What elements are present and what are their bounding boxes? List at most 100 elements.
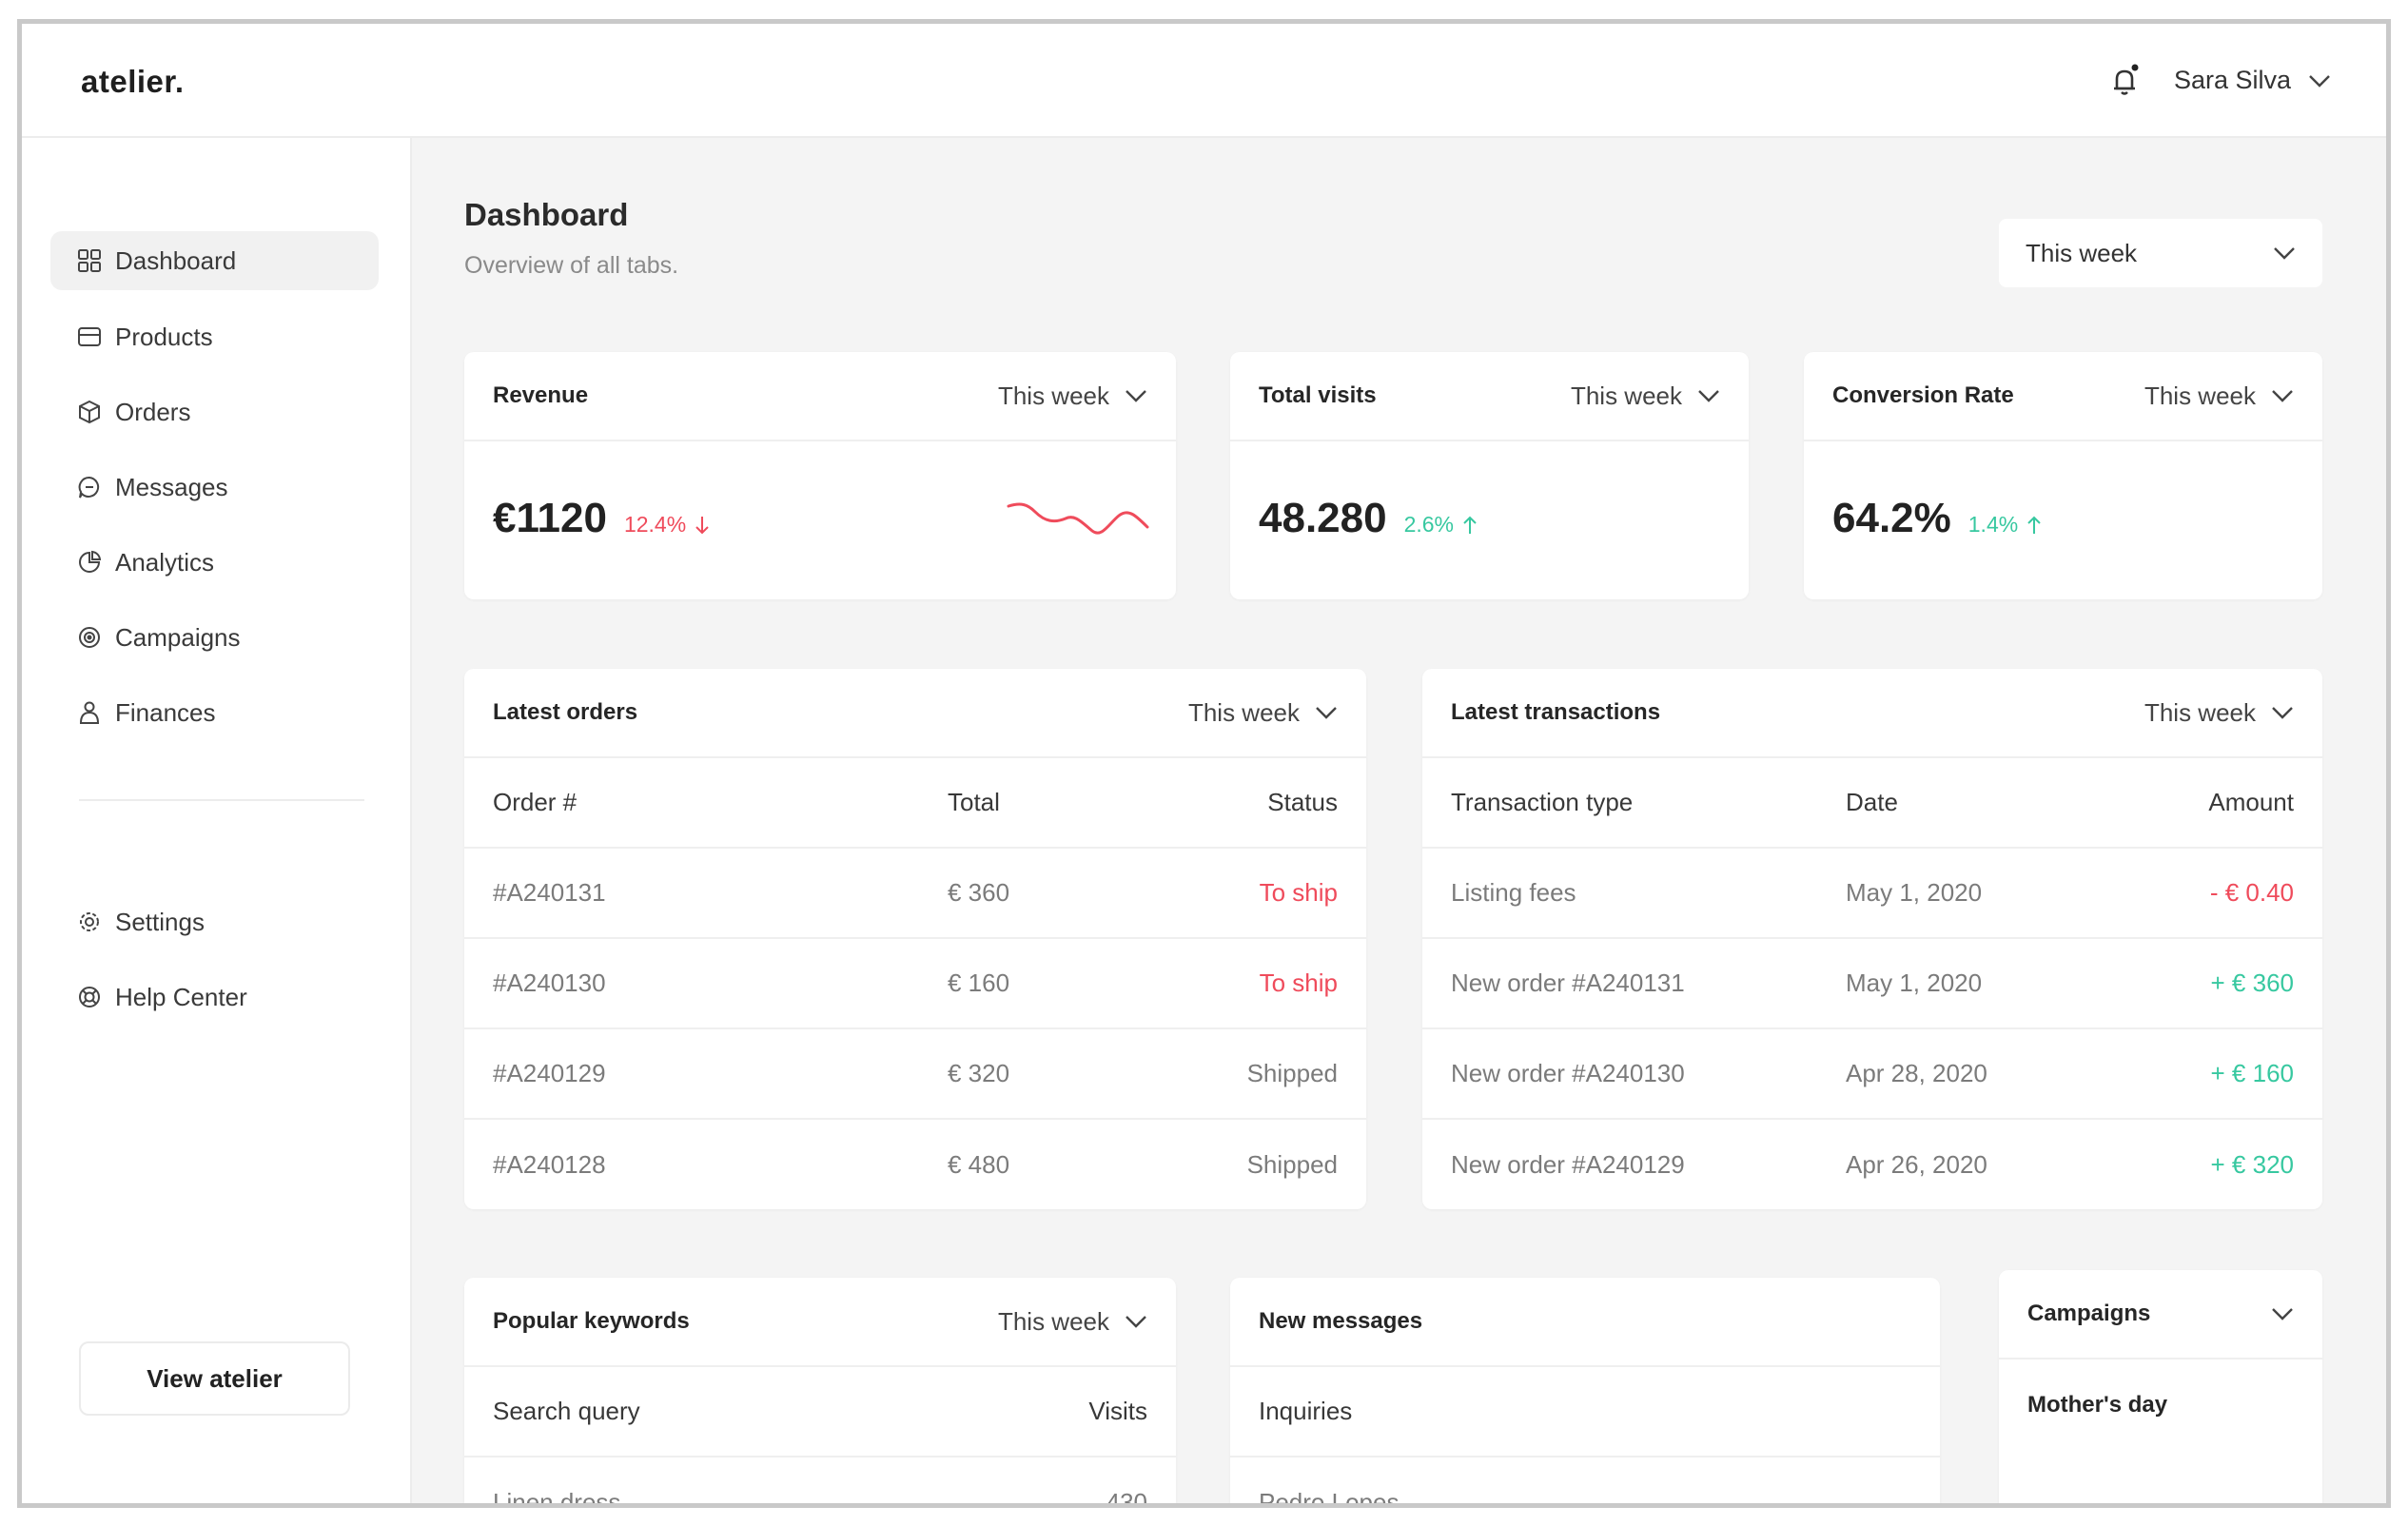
sidebar-item-analytics[interactable]: Analytics <box>50 533 379 592</box>
kpi-value: 64.2% <box>1832 495 1951 541</box>
sidebar-item-settings[interactable]: Settings <box>50 892 379 951</box>
top-bar: atelier. Sara Silva <box>22 24 2386 138</box>
period-label: This week <box>2144 381 2256 410</box>
sidebar-item-messages[interactable]: Messages <box>50 458 379 517</box>
kpi-change-value: 1.4% <box>1968 512 2019 537</box>
table-row[interactable]: #A240128 € 480 Shipped <box>464 1120 1366 1209</box>
period-dropdown[interactable]: This week <box>1571 382 1720 411</box>
table-row[interactable]: New order #A240129 Apr 26, 2020 + € 320 <box>1422 1120 2322 1209</box>
arrow-up-icon <box>2027 516 2041 534</box>
column-header[interactable]: Visits <box>1088 1397 1147 1425</box>
campaign-name: Mother's day <box>2027 1391 2168 1418</box>
card-title: Revenue <box>493 382 589 408</box>
table-row[interactable]: Listing fees May 1, 2020 - € 0.40 <box>1422 849 2322 939</box>
user-menu[interactable]: Sara Silva <box>2174 66 2331 95</box>
column-header[interactable]: Search query <box>493 1397 640 1425</box>
table-header-row: Inquiries <box>1230 1367 1940 1458</box>
period-label: This week <box>997 381 1109 410</box>
card-header: Popular keywords This week <box>464 1278 1176 1367</box>
cube-icon <box>79 400 100 424</box>
kpi-change: 1.4% <box>1968 512 2043 538</box>
card-title: Total visits <box>1259 382 1377 408</box>
revenue-card: Revenue This week €1120 12.4% <box>464 352 1176 599</box>
list-item[interactable]: Mother's day <box>1999 1360 2322 1450</box>
view-atelier-button[interactable]: View atelier <box>79 1341 350 1416</box>
query-visits: 430 <box>1106 1488 1147 1508</box>
logo[interactable]: atelier. <box>81 64 185 99</box>
order-status: Shipped <box>1246 1150 1338 1179</box>
notification-bell-icon[interactable] <box>2105 62 2144 100</box>
sidebar-item-orders[interactable]: Orders <box>50 382 379 441</box>
column-header[interactable]: Order # <box>493 788 578 816</box>
chevron-down-icon <box>1698 390 1719 402</box>
popular-keywords-card: Popular keywords This week Search query … <box>464 1278 1176 1508</box>
column-header[interactable]: Status <box>1267 788 1338 816</box>
chevron-down-icon[interactable] <box>2271 1307 2294 1321</box>
sidebar-item-dashboard[interactable]: Dashboard <box>50 231 379 290</box>
period-dropdown-value: This week <box>2026 238 2138 267</box>
app-window: atelier. Sara Silva Dashboard Products O… <box>17 19 2391 1508</box>
card-header[interactable]: Campaigns <box>1999 1270 2322 1360</box>
search-query: Linen dress <box>493 1488 621 1508</box>
kpi: 64.2% 1.4% <box>1832 495 2043 542</box>
transaction-type: New order #A240131 <box>1451 968 1685 997</box>
table-row[interactable]: #A240131 € 360 To ship <box>464 849 1366 939</box>
order-status: Shipped <box>1246 1059 1338 1087</box>
transaction-amount: + € 160 <box>2210 1059 2294 1087</box>
card-title: Campaigns <box>2027 1301 2151 1326</box>
sidebar-item-campaigns[interactable]: Campaigns <box>50 608 379 667</box>
sidebar-item-finances[interactable]: Finances <box>50 683 379 742</box>
period-dropdown[interactable]: This week <box>1188 698 1338 728</box>
order-status: To ship <box>1259 968 1338 997</box>
sidebar-item-label: Messages <box>115 472 228 501</box>
chevron-down-icon <box>1316 707 1337 719</box>
transaction-date: Apr 28, 2020 <box>1846 1059 1987 1087</box>
table-header-row: Transaction type Date Amount <box>1422 758 2322 849</box>
period-dropdown[interactable]: This week <box>2144 698 2294 728</box>
period-label: This week <box>2144 697 2256 727</box>
total-visits-card: Total visits This week 48.280 2.6% <box>1230 352 1749 599</box>
sidebar-item-label: Finances <box>115 697 216 727</box>
table-row[interactable]: #A240129 € 320 Shipped <box>464 1029 1366 1120</box>
pie-icon <box>79 550 102 573</box>
column-header[interactable]: Amount <box>2208 788 2294 816</box>
latest-orders-card: Latest orders This week Order # Total St… <box>464 669 1366 1209</box>
column-header[interactable]: Transaction type <box>1451 788 1634 816</box>
table-row[interactable]: #A240130 € 160 To ship <box>464 939 1366 1029</box>
card-header: Latest orders This week <box>464 669 1366 758</box>
person-icon <box>79 701 100 724</box>
order-total: € 320 <box>948 1059 1010 1087</box>
grid-icon <box>78 249 101 272</box>
table-row[interactable]: Linen dress 430 <box>464 1458 1176 1508</box>
transaction-amount: + € 320 <box>2210 1150 2294 1179</box>
column-header[interactable]: Total <box>948 788 1000 816</box>
column-header[interactable]: Inquiries <box>1259 1397 1353 1425</box>
period-dropdown[interactable]: This week <box>998 1307 1147 1337</box>
chevron-down-icon <box>2272 707 2293 719</box>
transaction-amount: + € 360 <box>2210 968 2294 997</box>
page-title: Dashboard <box>464 197 629 232</box>
kpi: 48.280 2.6% <box>1259 495 1478 542</box>
page-subtitle: Overview of all tabs. <box>464 252 679 279</box>
transaction-date: May 1, 2020 <box>1846 968 1983 997</box>
table-row[interactable]: New order #A240130 Apr 28, 2020 + € 160 <box>1422 1029 2322 1120</box>
period-label: This week <box>1187 697 1300 727</box>
sidebar-item-help-center[interactable]: Help Center <box>50 968 379 1027</box>
sidebar-item-products[interactable]: Products <box>50 307 379 366</box>
card-header: Conversion Rate This week <box>1804 352 2322 441</box>
table-header-row: Search query Visits <box>464 1367 1176 1458</box>
transaction-date: May 1, 2020 <box>1846 878 1983 907</box>
order-number: #A240130 <box>493 968 606 997</box>
period-dropdown[interactable]: This week <box>1999 219 2322 287</box>
table-row[interactable]: New order #A240131 May 1, 2020 + € 360 <box>1422 939 2322 1029</box>
card-header: New messages <box>1230 1278 1940 1367</box>
column-header[interactable]: Date <box>1846 788 1898 816</box>
order-total: € 360 <box>948 878 1010 907</box>
period-dropdown[interactable]: This week <box>2144 382 2294 411</box>
chevron-down-icon <box>2272 390 2293 402</box>
list-item[interactable]: Pedro Lopes <box>1230 1458 1940 1503</box>
sidebar-item-label: Orders <box>115 397 191 426</box>
period-dropdown[interactable]: This week <box>998 382 1147 411</box>
target-icon <box>79 627 100 648</box>
box-icon <box>78 327 101 346</box>
